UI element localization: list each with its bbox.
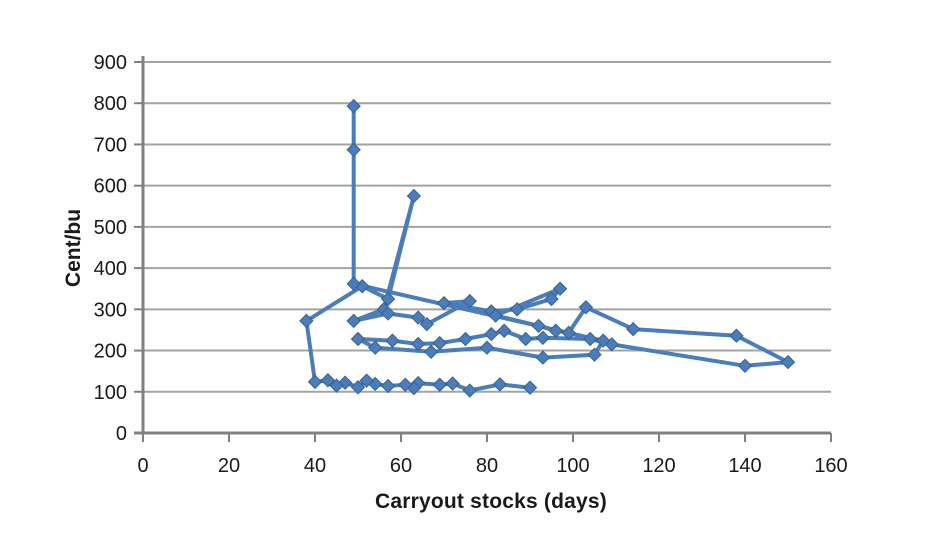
- data-point-marker: [535, 350, 551, 365]
- data-point-marker: [359, 373, 374, 388]
- x-tick-label: 120: [642, 455, 675, 477]
- x-tick-label: 0: [137, 455, 148, 477]
- data-point-marker: [329, 378, 344, 393]
- data-point-marker: [432, 377, 447, 392]
- data-point-marker: [307, 374, 323, 390]
- x-axis-title: Carryout stocks (days): [375, 490, 607, 513]
- data-point-marker: [337, 375, 353, 390]
- data-point-marker: [544, 291, 559, 307]
- data-point-marker: [436, 295, 452, 311]
- data-point-marker: [320, 373, 336, 388]
- data-point-marker: [445, 376, 460, 391]
- y-tick-label: 700: [94, 134, 127, 156]
- data-point-marker: [625, 321, 641, 337]
- data-point-marker: [350, 331, 366, 347]
- x-tick-label: 20: [218, 455, 240, 477]
- data-point-marker: [595, 333, 611, 348]
- x-tick-label: 160: [814, 455, 847, 477]
- data-point-marker: [346, 142, 361, 158]
- y-axis-title: Cent/bu: [62, 208, 85, 288]
- data-point-marker: [587, 347, 602, 362]
- data-point-marker: [548, 323, 564, 338]
- data-point-marker: [518, 331, 533, 347]
- data-point-marker: [423, 344, 439, 359]
- data-point-marker: [367, 340, 383, 355]
- data-point-marker: [380, 378, 396, 394]
- data-point-marker: [385, 333, 400, 348]
- data-point-marker: [346, 276, 361, 291]
- data-point-marker: [350, 380, 366, 395]
- data-point-marker: [462, 293, 478, 309]
- data-point-marker: [780, 354, 796, 370]
- data-point-marker: [462, 383, 478, 398]
- y-tick-label: 0: [116, 423, 127, 445]
- data-point-marker: [496, 323, 512, 338]
- data-point-marker: [509, 302, 525, 317]
- x-tick-label: 140: [728, 455, 761, 477]
- x-tick-label: 100: [556, 455, 589, 477]
- x-tick-label: 80: [476, 455, 498, 477]
- data-point-marker: [561, 325, 576, 341]
- y-tick-label: 300: [94, 299, 127, 321]
- y-tick-label: 600: [94, 176, 127, 198]
- data-point-marker: [346, 98, 361, 114]
- y-tick-label: 800: [94, 93, 127, 115]
- data-point-marker: [406, 188, 422, 204]
- data-point-marker: [729, 328, 744, 343]
- y-tick-label: 100: [94, 382, 127, 404]
- x-tick-label: 40: [304, 455, 326, 477]
- data-point-marker: [582, 331, 598, 347]
- data-point-marker: [488, 308, 503, 323]
- data-point-marker: [380, 291, 396, 307]
- data-point-marker: [410, 310, 426, 325]
- data-point-marker: [410, 336, 426, 352]
- data-point-marker: [552, 281, 568, 296]
- data-point-marker: [484, 326, 499, 342]
- y-tick-label: 900: [94, 52, 127, 74]
- data-point-marker: [380, 306, 396, 321]
- data-point-marker: [522, 380, 538, 395]
- data-point-marker: [299, 313, 314, 329]
- data-point-marker: [479, 340, 495, 355]
- data-point-marker: [398, 377, 413, 392]
- y-tick-label: 500: [94, 217, 127, 239]
- data-point-marker: [458, 331, 473, 347]
- data-point-marker: [492, 377, 508, 392]
- data-point-marker: [432, 335, 447, 351]
- data-point-marker: [737, 358, 753, 374]
- data-point-marker: [419, 316, 435, 332]
- data-point-marker: [346, 313, 361, 329]
- data-point-marker: [578, 300, 594, 315]
- y-tick-label: 200: [94, 341, 127, 363]
- data-point-marker: [531, 318, 546, 334]
- y-tick-label: 400: [94, 258, 127, 280]
- x-tick-label: 60: [390, 455, 412, 477]
- data-point-marker: [535, 330, 551, 345]
